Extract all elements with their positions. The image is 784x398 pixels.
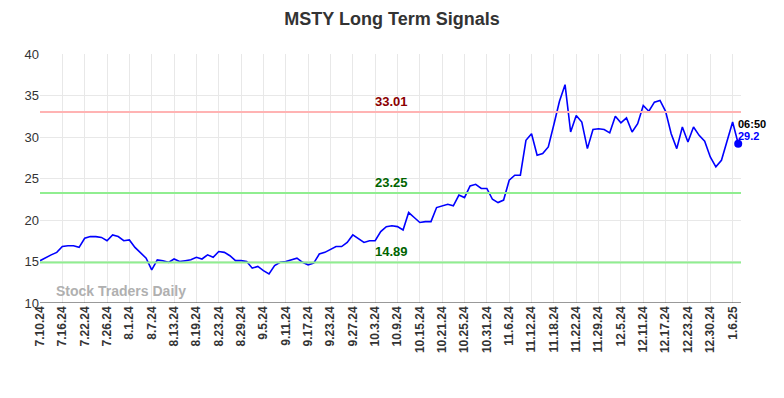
svg-text:12.30.24: 12.30.24 [703,306,717,353]
svg-text:40: 40 [25,47,39,62]
svg-text:10.25.24: 10.25.24 [457,306,471,353]
svg-text:7.26.24: 7.26.24 [100,306,114,346]
svg-text:1.6.25: 1.6.25 [726,306,740,340]
svg-text:8.23.24: 8.23.24 [212,306,226,346]
svg-text:20: 20 [25,213,39,228]
svg-text:10.3.24: 10.3.24 [368,306,382,346]
svg-text:9.23.24: 9.23.24 [323,306,337,346]
svg-text:9.11.24: 9.11.24 [279,306,293,346]
svg-text:8.19.24: 8.19.24 [189,306,203,346]
svg-text:11.18.24: 11.18.24 [547,306,561,352]
svg-text:9.27.24: 9.27.24 [346,306,360,346]
svg-text:10.15.24: 10.15.24 [413,306,427,353]
svg-text:8.7.24: 8.7.24 [145,306,159,340]
svg-text:12.11.24: 12.11.24 [636,306,650,352]
svg-text:7.10.24: 7.10.24 [33,306,47,346]
svg-text:30: 30 [25,130,39,145]
svg-text:33.01: 33.01 [375,94,408,109]
svg-text:7.16.24: 7.16.24 [55,306,69,346]
svg-text:MSTY Long Term Signals: MSTY Long Term Signals [284,9,499,29]
svg-text:10.21.24: 10.21.24 [435,306,449,353]
svg-text:11.22.24: 11.22.24 [569,306,583,352]
svg-text:06:50: 06:50 [738,118,766,130]
svg-text:15: 15 [25,254,39,269]
svg-text:9.17.24: 9.17.24 [301,306,315,346]
svg-text:9.5.24: 9.5.24 [256,306,270,340]
svg-text:Stock Traders Daily: Stock Traders Daily [56,283,186,299]
svg-text:11.6.24: 11.6.24 [502,306,516,346]
svg-text:8.29.24: 8.29.24 [234,306,248,346]
svg-text:23.25: 23.25 [375,175,408,190]
svg-text:8.1.24: 8.1.24 [122,306,136,340]
svg-text:12.17.24: 12.17.24 [658,306,672,353]
svg-text:8.13.24: 8.13.24 [167,306,181,346]
svg-text:10.9.24: 10.9.24 [390,306,404,346]
svg-text:29.2: 29.2 [738,130,759,142]
svg-text:10: 10 [25,296,39,311]
svg-text:10.31.24: 10.31.24 [480,306,494,353]
svg-text:12.23.24: 12.23.24 [681,306,695,353]
svg-text:7.22.24: 7.22.24 [78,306,92,346]
svg-text:35: 35 [25,88,39,103]
svg-text:14.89: 14.89 [375,244,408,259]
svg-text:11.12.24: 11.12.24 [524,306,538,352]
svg-text:11.29.24: 11.29.24 [591,306,605,352]
svg-text:12.5.24: 12.5.24 [614,306,628,346]
svg-text:25: 25 [25,171,39,186]
